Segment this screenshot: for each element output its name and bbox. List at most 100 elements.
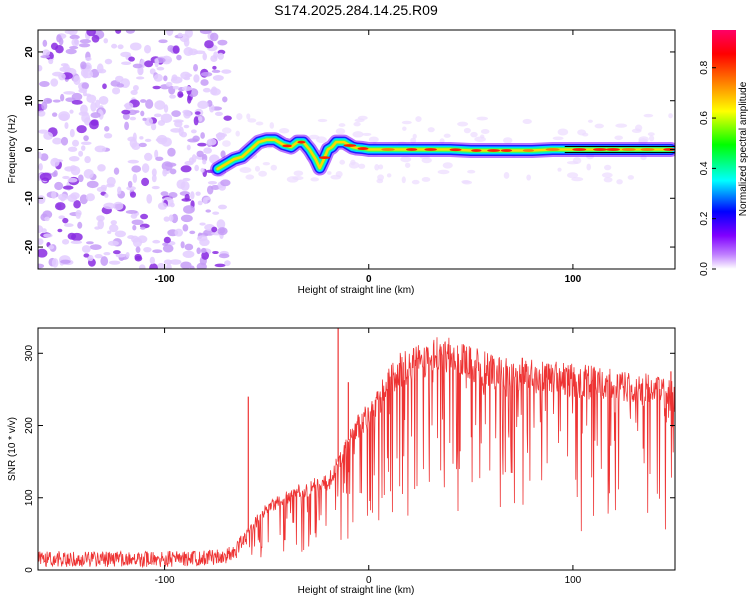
noise-speckle [156, 262, 166, 269]
noise-speckle [140, 226, 146, 230]
noise-speckle [217, 52, 224, 60]
signal-peak [424, 148, 437, 151]
noise-speckle [222, 96, 228, 103]
noise-speckle [64, 166, 75, 172]
noise-speckle [557, 167, 562, 172]
noise-speckle [188, 48, 199, 56]
noise-speckle [52, 99, 61, 103]
noise-speckle [415, 116, 422, 122]
spectrogram-y-axis: -20 -10 0 10 20 [24, 46, 675, 254]
noise-speckle [78, 43, 91, 48]
noise-speckle [67, 177, 78, 183]
noise-speckle [152, 249, 163, 254]
noise-speckle [131, 219, 144, 226]
noise-speckle [81, 82, 90, 90]
noise-speckle [152, 85, 161, 90]
x-tick-label: -100 [155, 274, 175, 285]
noise-speckle [79, 194, 88, 205]
noise-speckle [181, 86, 193, 91]
signal-peak [381, 148, 395, 151]
noise-speckle [401, 176, 406, 184]
noise-speckle [90, 101, 97, 112]
noise-speckle [168, 214, 174, 222]
noise-speckle [552, 136, 564, 141]
noise-speckle [143, 247, 152, 253]
noise-speckle [293, 170, 304, 177]
noise-speckle [604, 164, 612, 171]
noise-speckle [269, 122, 275, 129]
noise-speckle [503, 172, 510, 179]
noise-speckle [196, 150, 204, 158]
noise-speckle [115, 253, 126, 258]
noise-speckle [77, 221, 83, 229]
noise-speckle [200, 79, 209, 86]
noise-speckle [146, 194, 153, 204]
noise-speckle [85, 57, 92, 61]
noise-speckle [402, 126, 407, 131]
noise-speckle [207, 181, 218, 185]
noise-speckle [338, 123, 346, 127]
noise-speckle [194, 111, 201, 115]
snr-line [38, 337, 675, 569]
noise-speckle [421, 157, 432, 164]
noise-speckle [212, 211, 220, 215]
noise-speckle [217, 39, 228, 46]
noise-speckle [122, 113, 130, 120]
noise-speckle [443, 133, 451, 138]
noise-speckle [190, 191, 195, 200]
noise-speckle [172, 45, 180, 54]
noise-speckle [131, 142, 141, 151]
noise-speckle [48, 58, 54, 65]
noise-speckle [184, 30, 193, 38]
noise-speckle [353, 121, 361, 127]
noise-speckle [224, 260, 231, 266]
noise-speckle [178, 93, 184, 97]
noise-speckle [197, 200, 203, 206]
noise-speckle [220, 150, 226, 159]
noise-speckle [88, 254, 94, 262]
noise-speckle [169, 202, 175, 208]
noise-speckle [38, 65, 43, 72]
noise-speckle [84, 156, 91, 164]
colorbar: 0.0 0.2 0.4 0.6 0.8 Normalized spectral ampl… [699, 30, 749, 276]
noise-speckle [153, 113, 162, 118]
noise-speckle [411, 179, 420, 185]
noise-speckle [70, 240, 83, 245]
noise-speckle [127, 109, 137, 116]
noise-speckle [157, 119, 166, 126]
noise-speckle [62, 185, 74, 190]
noise-speckle [180, 241, 185, 249]
noise-speckle [200, 167, 205, 173]
noise-speckle [476, 116, 489, 121]
noise-speckle [77, 174, 84, 183]
noise-speckle [107, 230, 112, 235]
noise-speckle [182, 250, 195, 258]
x-tick-label: 100 [565, 274, 582, 285]
noise-speckle [58, 215, 66, 220]
noise-speckle [71, 92, 83, 101]
noise-speckle [58, 111, 71, 122]
noise-speckle [139, 136, 144, 140]
noise-speckle [221, 69, 232, 74]
noise-speckle [427, 127, 435, 133]
noise-speckle [50, 78, 59, 87]
noise-speckle [80, 104, 88, 115]
noise-speckle [614, 135, 623, 141]
noise-speckle [412, 133, 417, 139]
noise-speckle [457, 121, 469, 127]
noise-speckle [202, 87, 211, 93]
noise-speckle [96, 63, 104, 74]
noise-speckle [502, 137, 513, 144]
noise-speckle [239, 167, 252, 174]
signal-peak [487, 149, 501, 152]
noise-speckle [354, 118, 365, 123]
noise-speckle [41, 228, 47, 234]
noise-speckle [135, 246, 141, 253]
noise-speckle [103, 38, 109, 44]
noise-speckle [176, 179, 186, 190]
noise-speckle [144, 60, 154, 68]
noise-speckle [104, 126, 110, 132]
snr-series [38, 328, 675, 569]
noise-speckle [38, 110, 46, 117]
